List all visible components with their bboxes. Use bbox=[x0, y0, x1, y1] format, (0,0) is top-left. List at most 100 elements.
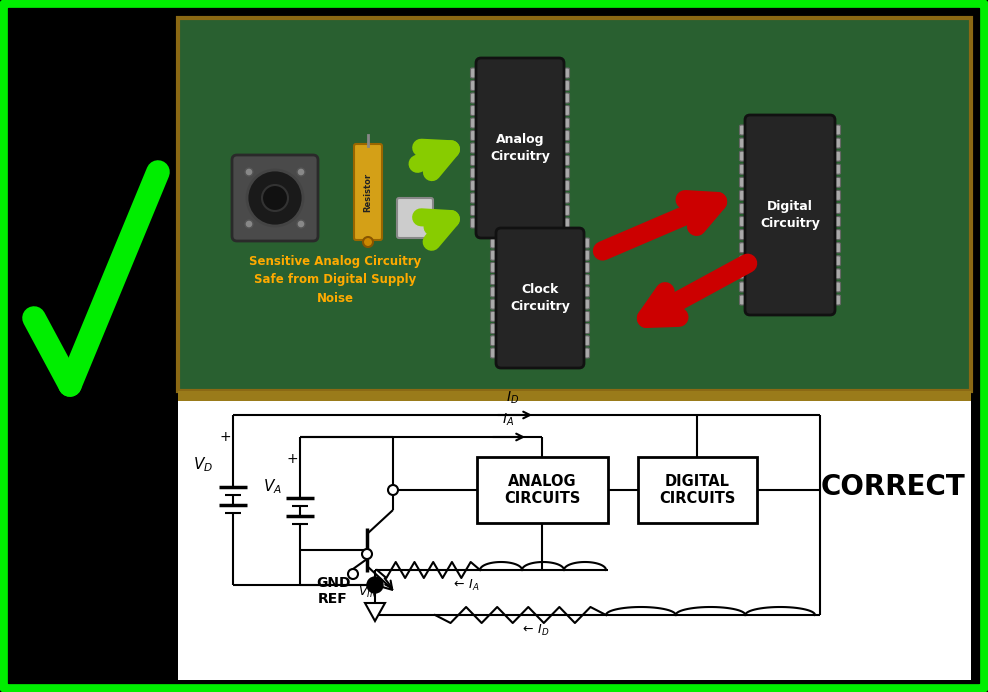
FancyBboxPatch shape bbox=[470, 143, 482, 153]
FancyBboxPatch shape bbox=[578, 311, 590, 321]
Circle shape bbox=[297, 220, 305, 228]
FancyBboxPatch shape bbox=[490, 336, 503, 346]
Circle shape bbox=[363, 237, 373, 247]
Text: +: + bbox=[287, 452, 297, 466]
FancyBboxPatch shape bbox=[739, 243, 752, 253]
FancyBboxPatch shape bbox=[739, 256, 752, 266]
FancyBboxPatch shape bbox=[470, 93, 482, 103]
FancyBboxPatch shape bbox=[557, 105, 569, 116]
FancyBboxPatch shape bbox=[829, 164, 841, 174]
FancyBboxPatch shape bbox=[557, 168, 569, 178]
FancyBboxPatch shape bbox=[490, 251, 503, 260]
FancyBboxPatch shape bbox=[578, 299, 590, 309]
FancyBboxPatch shape bbox=[476, 58, 564, 238]
FancyBboxPatch shape bbox=[496, 228, 584, 368]
FancyBboxPatch shape bbox=[739, 269, 752, 279]
FancyBboxPatch shape bbox=[557, 93, 569, 103]
FancyBboxPatch shape bbox=[829, 190, 841, 201]
FancyBboxPatch shape bbox=[578, 262, 590, 273]
Circle shape bbox=[297, 168, 305, 176]
FancyBboxPatch shape bbox=[232, 155, 318, 241]
Circle shape bbox=[245, 168, 253, 176]
Text: Analog
Circuitry: Analog Circuitry bbox=[490, 133, 550, 163]
Text: $I_D$: $I_D$ bbox=[507, 390, 520, 406]
Text: $V_A$: $V_A$ bbox=[263, 477, 282, 496]
FancyBboxPatch shape bbox=[578, 287, 590, 297]
FancyBboxPatch shape bbox=[638, 457, 757, 523]
FancyBboxPatch shape bbox=[490, 324, 503, 334]
FancyBboxPatch shape bbox=[739, 282, 752, 292]
FancyBboxPatch shape bbox=[477, 457, 608, 523]
Circle shape bbox=[362, 549, 372, 559]
FancyBboxPatch shape bbox=[739, 203, 752, 213]
FancyBboxPatch shape bbox=[397, 198, 433, 238]
Circle shape bbox=[348, 569, 358, 579]
FancyBboxPatch shape bbox=[470, 193, 482, 203]
FancyBboxPatch shape bbox=[739, 217, 752, 226]
FancyBboxPatch shape bbox=[557, 131, 569, 140]
FancyBboxPatch shape bbox=[470, 131, 482, 140]
FancyBboxPatch shape bbox=[470, 68, 482, 78]
FancyBboxPatch shape bbox=[739, 151, 752, 161]
FancyBboxPatch shape bbox=[829, 203, 841, 213]
Text: $\leftarrow\, I_D$: $\leftarrow\, I_D$ bbox=[521, 622, 549, 637]
FancyBboxPatch shape bbox=[490, 299, 503, 309]
FancyBboxPatch shape bbox=[557, 118, 569, 128]
Circle shape bbox=[388, 485, 398, 495]
Text: REF: REF bbox=[318, 592, 348, 606]
FancyBboxPatch shape bbox=[739, 295, 752, 305]
FancyBboxPatch shape bbox=[578, 324, 590, 334]
FancyBboxPatch shape bbox=[739, 177, 752, 188]
Text: +: + bbox=[219, 430, 231, 444]
FancyBboxPatch shape bbox=[490, 311, 503, 321]
Text: Digital
Circuitry: Digital Circuitry bbox=[760, 200, 820, 230]
Text: Sensitive Analog Circuitry
Safe from Digital Supply
Noise: Sensitive Analog Circuitry Safe from Dig… bbox=[249, 255, 421, 304]
FancyBboxPatch shape bbox=[829, 295, 841, 305]
FancyBboxPatch shape bbox=[557, 193, 569, 203]
FancyBboxPatch shape bbox=[739, 230, 752, 239]
Text: Resistor: Resistor bbox=[364, 172, 372, 212]
Circle shape bbox=[247, 170, 303, 226]
Bar bbox=[178, 18, 971, 391]
FancyBboxPatch shape bbox=[490, 287, 503, 297]
FancyBboxPatch shape bbox=[557, 143, 569, 153]
Text: CORRECT: CORRECT bbox=[821, 473, 965, 501]
FancyBboxPatch shape bbox=[829, 269, 841, 279]
FancyBboxPatch shape bbox=[470, 80, 482, 91]
FancyBboxPatch shape bbox=[829, 177, 841, 188]
FancyBboxPatch shape bbox=[490, 262, 503, 273]
Text: $I_A$: $I_A$ bbox=[502, 412, 514, 428]
FancyBboxPatch shape bbox=[557, 181, 569, 190]
FancyBboxPatch shape bbox=[557, 156, 569, 165]
FancyBboxPatch shape bbox=[578, 251, 590, 260]
FancyBboxPatch shape bbox=[470, 168, 482, 178]
FancyBboxPatch shape bbox=[829, 243, 841, 253]
FancyBboxPatch shape bbox=[557, 218, 569, 228]
Polygon shape bbox=[365, 603, 385, 621]
FancyBboxPatch shape bbox=[557, 80, 569, 91]
FancyBboxPatch shape bbox=[578, 336, 590, 346]
FancyBboxPatch shape bbox=[557, 68, 569, 78]
FancyBboxPatch shape bbox=[745, 115, 835, 315]
FancyBboxPatch shape bbox=[557, 206, 569, 215]
Bar bbox=[178, 393, 971, 680]
FancyBboxPatch shape bbox=[578, 238, 590, 248]
FancyBboxPatch shape bbox=[829, 125, 841, 135]
FancyBboxPatch shape bbox=[829, 151, 841, 161]
FancyBboxPatch shape bbox=[739, 164, 752, 174]
FancyBboxPatch shape bbox=[470, 118, 482, 128]
FancyBboxPatch shape bbox=[829, 282, 841, 292]
FancyBboxPatch shape bbox=[490, 348, 503, 358]
Text: $V_{IN}$: $V_{IN}$ bbox=[359, 585, 377, 599]
Text: Clock
Circuitry: Clock Circuitry bbox=[510, 283, 570, 313]
FancyBboxPatch shape bbox=[470, 105, 482, 116]
Circle shape bbox=[245, 220, 253, 228]
FancyBboxPatch shape bbox=[829, 138, 841, 148]
Text: DIGITAL
CIRCUITS: DIGITAL CIRCUITS bbox=[659, 474, 736, 507]
FancyBboxPatch shape bbox=[829, 230, 841, 239]
FancyBboxPatch shape bbox=[490, 275, 503, 284]
Text: GND: GND bbox=[316, 576, 351, 590]
Text: $V_D$: $V_D$ bbox=[193, 455, 213, 474]
FancyBboxPatch shape bbox=[578, 275, 590, 284]
Circle shape bbox=[367, 577, 383, 593]
